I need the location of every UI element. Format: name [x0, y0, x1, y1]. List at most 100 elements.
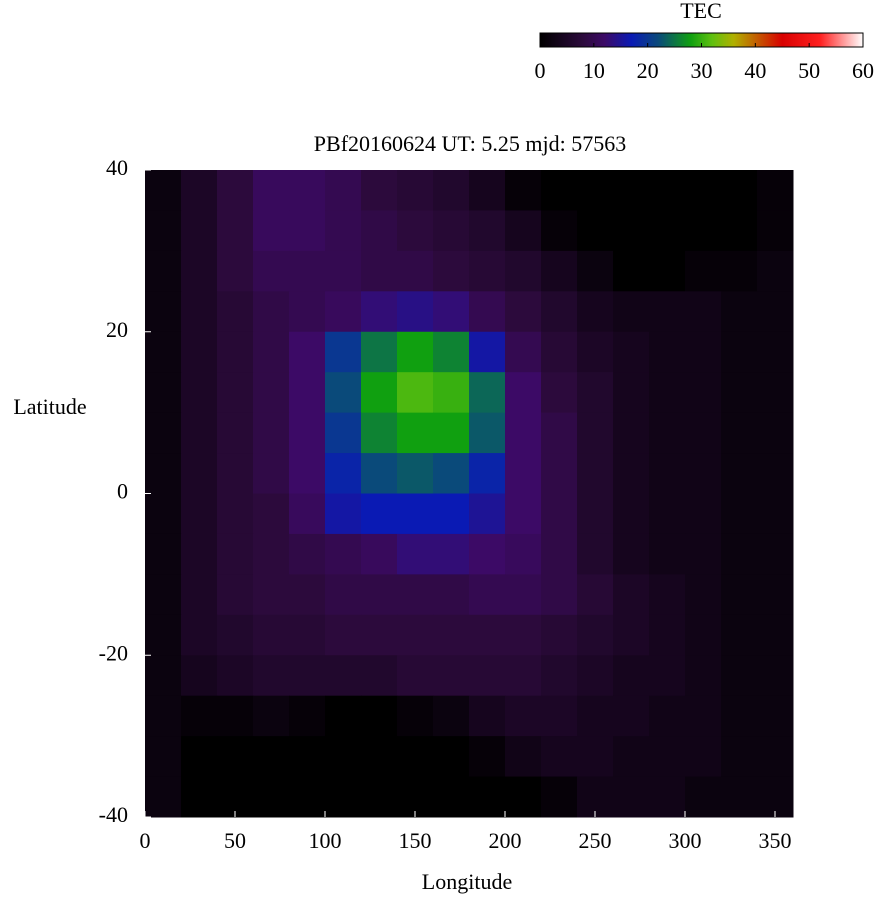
heat-cell — [361, 655, 398, 697]
x-tick-label: 250 — [579, 828, 612, 853]
heat-cell — [433, 412, 470, 454]
heat-cell — [649, 655, 686, 697]
heat-cell — [289, 695, 326, 737]
heat-cell — [469, 372, 506, 414]
heat-cell — [721, 210, 758, 252]
heat-cell — [541, 331, 578, 373]
y-tick-label: 0 — [117, 479, 128, 504]
heat-cell — [649, 291, 686, 333]
heat-cell — [757, 412, 794, 454]
heat-cell — [541, 736, 578, 778]
heat-cell — [289, 250, 326, 292]
heat-cell — [541, 493, 578, 535]
heat-cell — [361, 170, 398, 211]
y-tick-label: -40 — [99, 802, 128, 827]
x-tick-label: 0 — [140, 828, 151, 853]
heat-cell — [685, 533, 722, 575]
heat-cell — [469, 291, 506, 333]
heat-cell — [541, 574, 578, 616]
heat-cell — [577, 655, 614, 697]
heat-cell — [145, 574, 182, 616]
heat-cell — [577, 574, 614, 616]
heat-cell — [145, 372, 182, 414]
heat-cell — [685, 170, 722, 211]
heat-cell — [361, 453, 398, 494]
heat-cell — [541, 614, 578, 656]
heat-cell — [577, 331, 614, 373]
heat-cell — [721, 736, 758, 778]
heat-cell — [181, 736, 218, 778]
colorbar-tick-label: 50 — [798, 58, 820, 83]
heat-cell — [649, 372, 686, 414]
heat-cell — [505, 574, 542, 616]
heat-cell — [649, 614, 686, 656]
heat-cell — [541, 695, 578, 737]
heat-cell — [469, 736, 506, 778]
heat-cell — [541, 210, 578, 252]
heat-cell — [217, 412, 254, 454]
heat-cell — [253, 331, 290, 373]
y-tick-label: 40 — [106, 155, 128, 180]
heat-cell — [649, 331, 686, 373]
heat-cell — [613, 250, 650, 292]
heat-cell — [613, 574, 650, 616]
heat-cell — [469, 250, 506, 292]
heat-cell — [253, 412, 290, 454]
heat-cell — [325, 614, 362, 656]
heat-cell — [181, 695, 218, 737]
heat-cell — [325, 695, 362, 737]
heat-cell — [577, 493, 614, 535]
heat-cell — [685, 412, 722, 454]
heat-cell — [325, 372, 362, 414]
heat-cell — [253, 210, 290, 252]
heat-cell — [397, 412, 434, 454]
heat-cell — [397, 210, 434, 252]
heat-cell — [325, 250, 362, 292]
heat-cell — [577, 453, 614, 494]
heat-cell — [757, 250, 794, 292]
heat-cell — [397, 776, 434, 818]
heat-cell — [217, 291, 254, 333]
heat-cell — [757, 493, 794, 535]
heat-cell — [541, 776, 578, 818]
heat-cell — [325, 655, 362, 697]
chart-title: PBf20160624 UT: 5.25 mjd: 57563 — [314, 131, 626, 156]
heat-cell — [757, 574, 794, 616]
heat-cell — [289, 170, 326, 211]
heat-cell — [217, 574, 254, 616]
heat-cell — [397, 170, 434, 211]
heat-cell — [613, 412, 650, 454]
heat-cell — [217, 655, 254, 697]
heat-cell — [361, 331, 398, 373]
heat-cell — [541, 412, 578, 454]
heat-cell — [253, 574, 290, 616]
heat-cell — [469, 695, 506, 737]
heat-cell — [433, 736, 470, 778]
heat-cell — [577, 614, 614, 656]
heat-cell — [181, 776, 218, 818]
heat-cell — [433, 493, 470, 535]
heat-cell — [145, 614, 182, 656]
heat-cell — [181, 412, 218, 454]
heat-cell — [397, 736, 434, 778]
heat-cell — [433, 170, 470, 211]
heat-cell — [541, 250, 578, 292]
heat-cell — [433, 453, 470, 494]
colorbar-tick-label: 60 — [852, 58, 874, 83]
heat-cell — [685, 574, 722, 616]
heat-cell — [469, 493, 506, 535]
heat-cell — [289, 493, 326, 535]
heat-cell — [541, 655, 578, 697]
y-tick-label: -20 — [99, 640, 128, 665]
heat-cell — [757, 736, 794, 778]
heat-cell — [505, 210, 542, 252]
heat-cell — [289, 736, 326, 778]
heat-cell — [217, 170, 254, 211]
heat-cell — [145, 412, 182, 454]
heat-cell — [721, 372, 758, 414]
heat-cell — [325, 331, 362, 373]
heat-cell — [541, 453, 578, 494]
heat-cell — [325, 210, 362, 252]
heat-cell — [505, 776, 542, 818]
heat-cell — [145, 291, 182, 333]
